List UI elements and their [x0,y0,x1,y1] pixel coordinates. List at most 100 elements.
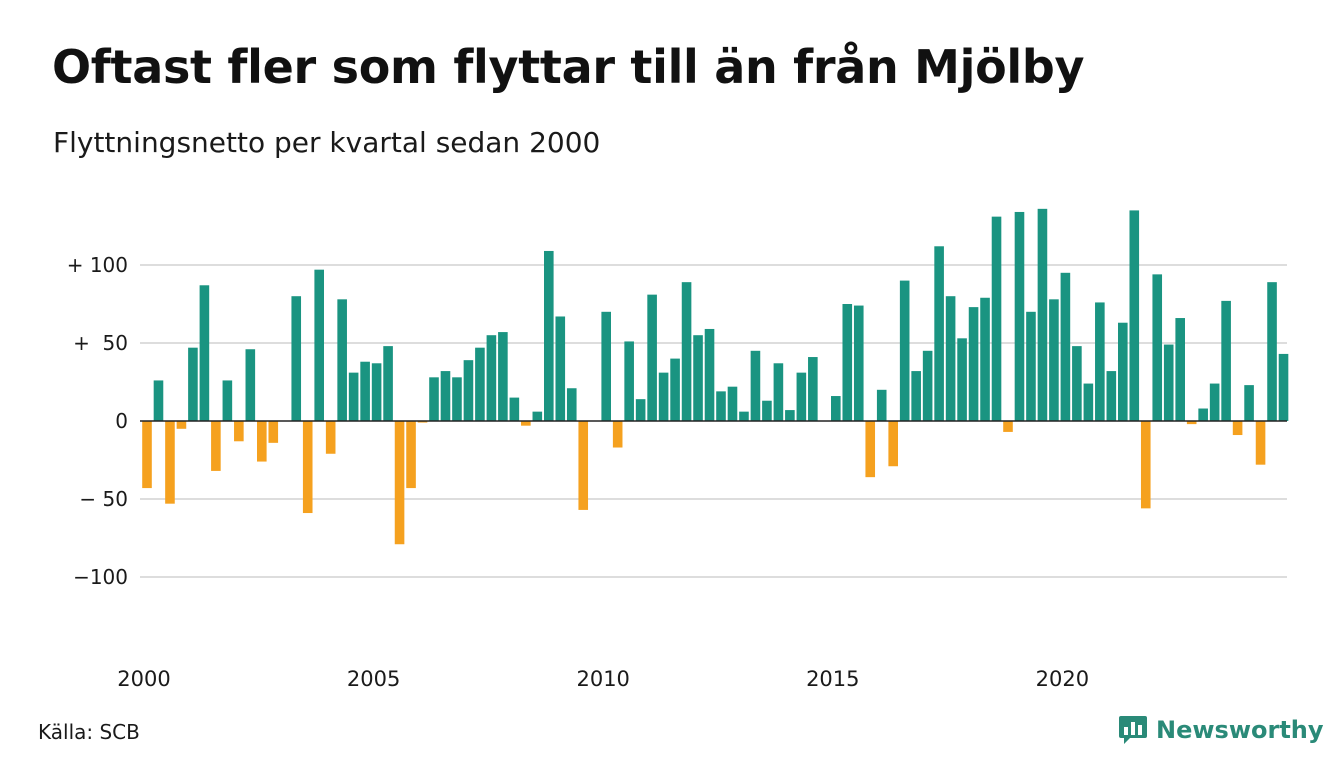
bar [1014,211,1025,421]
bar [693,335,703,421]
bar [142,421,152,489]
bar [980,297,990,421]
bar [222,380,233,421]
bar [968,307,979,421]
bar [922,350,933,421]
bar [1198,408,1208,421]
bar [153,380,164,421]
y-tick-label: −100 [73,565,128,589]
bar [945,296,956,421]
bar [509,397,520,421]
bar [360,361,370,421]
bar [1267,282,1277,421]
bar [245,349,256,421]
bar [314,269,324,421]
bar [257,421,267,462]
bar [544,250,554,421]
bar [1037,208,1048,421]
bar [1129,210,1140,421]
bar [440,371,451,421]
bar [635,399,646,421]
bar [876,389,887,421]
bar-chart: + 100 + 50 0 − 50 −100 2000 2005 2010 2015 2020 [67,208,1289,691]
bar [1186,421,1197,425]
bar [808,357,818,421]
bar [647,294,657,421]
bar [1163,344,1174,421]
bar [555,316,566,421]
bar [578,421,589,510]
bar [785,410,795,421]
bar [865,421,876,478]
bar [1232,421,1243,436]
chart-title: Oftast fler som flyttar till än från Mjö… [52,40,1085,94]
bar [624,341,634,421]
bar [1026,311,1036,421]
bar [188,347,198,421]
bar [853,305,864,421]
bar [521,421,531,426]
bar [1049,299,1059,421]
bar [681,282,692,421]
bar [337,299,347,421]
bar [1140,421,1151,509]
bar [199,285,210,421]
bar [1083,383,1094,421]
bar [1244,385,1254,421]
bar [406,421,416,489]
bar [463,360,474,421]
bar [325,421,336,454]
x-tick-label: 2005 [347,667,400,691]
bar [1072,346,1082,421]
x-tick-label: 2010 [576,667,629,691]
bar [911,371,921,421]
bar [727,386,738,421]
brand-name: Newsworthy [1156,716,1324,744]
bar [1175,318,1185,421]
bar [234,421,244,442]
bar [1095,302,1105,421]
y-tick-label: + 50 [73,331,128,355]
bar [475,347,485,421]
bar [1118,322,1128,421]
bar [165,421,175,504]
bar [566,388,577,421]
bar [1278,353,1289,421]
bar [211,421,221,471]
bar [934,246,944,421]
bar [739,411,749,421]
bar-chart-speech-bubble-icon [1119,716,1147,744]
bars [142,208,1289,545]
bar [831,396,841,421]
y-tick-label: 0 [115,409,128,433]
bar [532,411,543,421]
x-tick-label: 2015 [806,667,859,691]
bar [302,421,313,514]
bar [1221,300,1231,421]
bar [888,421,898,467]
bar [991,216,1002,421]
bar [1209,383,1220,421]
bar [1060,272,1071,421]
bar [670,358,680,421]
bar [176,421,187,429]
bar [612,421,623,448]
bar [348,372,359,421]
y-axis: + 100 + 50 0 − 50 −100 [67,253,128,589]
bar [1255,421,1266,465]
bar [658,372,669,421]
bar [842,304,853,421]
x-axis: 2000 2005 2010 2015 2020 [117,667,1089,691]
bar [498,332,508,421]
bar [383,346,393,421]
bar [429,377,439,421]
bar [1003,421,1013,432]
bar [452,377,462,421]
y-tick-label: − 50 [79,487,128,511]
source-label: Källa: SCB [38,720,140,744]
bar [601,311,611,421]
bar [291,296,302,421]
brand[interactable]: Newsworthy [1118,714,1324,746]
bar [268,421,279,443]
bar [957,338,967,421]
